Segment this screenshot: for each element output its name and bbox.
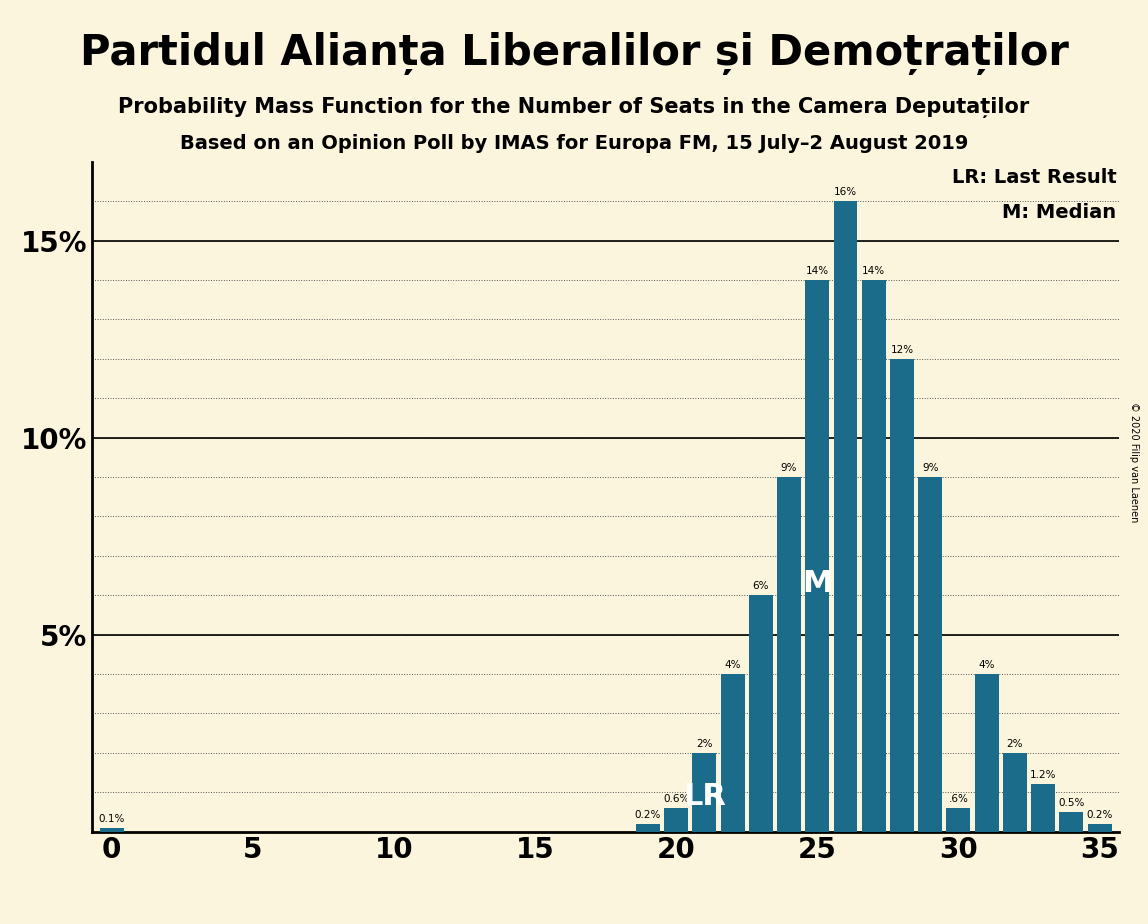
Bar [636, 823, 660, 832]
Bar [833, 201, 858, 832]
Bar [946, 808, 970, 832]
Bar [665, 808, 688, 832]
Bar [1003, 753, 1026, 832]
Text: Partidul Alianța Liberalilor și Demoțraților: Partidul Alianța Liberalilor și Demoțraț… [79, 32, 1069, 76]
Text: 0.2%: 0.2% [1086, 809, 1112, 820]
Bar [721, 674, 745, 832]
Text: M: M [802, 569, 832, 598]
Bar [975, 674, 999, 832]
Text: .6%: .6% [948, 794, 969, 804]
Bar [890, 359, 914, 832]
Text: 14%: 14% [806, 266, 829, 276]
Text: 14%: 14% [862, 266, 885, 276]
Text: 6%: 6% [753, 581, 769, 591]
Bar [862, 280, 886, 832]
Bar [100, 828, 124, 832]
Text: 9%: 9% [922, 463, 938, 473]
Text: 0.5%: 0.5% [1058, 798, 1085, 808]
Text: LR: Last Result: LR: Last Result [952, 167, 1117, 187]
Text: 2%: 2% [696, 739, 713, 748]
Text: 9%: 9% [781, 463, 798, 473]
Text: 4%: 4% [724, 660, 740, 670]
Bar [748, 595, 773, 832]
Text: © 2020 Filip van Laenen: © 2020 Filip van Laenen [1130, 402, 1139, 522]
Bar [1087, 823, 1111, 832]
Bar [805, 280, 829, 832]
Bar [1060, 812, 1084, 832]
Text: 1.2%: 1.2% [1030, 771, 1056, 781]
Text: 0.1%: 0.1% [99, 814, 125, 823]
Text: Based on an Opinion Poll by IMAS for Europa FM, 15 July–2 August 2019: Based on an Opinion Poll by IMAS for Eur… [180, 134, 968, 153]
Bar [692, 753, 716, 832]
Text: 4%: 4% [978, 660, 995, 670]
Bar [918, 477, 943, 832]
Bar [1031, 784, 1055, 832]
Text: 0.6%: 0.6% [662, 794, 689, 804]
Text: M: Median: M: Median [1002, 203, 1117, 222]
Text: 12%: 12% [891, 345, 914, 355]
Text: Probability Mass Function for the Number of Seats in the Camera Deputaților: Probability Mass Function for the Number… [118, 97, 1030, 118]
Text: LR: LR [683, 782, 726, 810]
Text: 0.2%: 0.2% [635, 809, 661, 820]
Text: 16%: 16% [833, 188, 858, 197]
Text: 2%: 2% [1007, 739, 1023, 748]
Bar [777, 477, 801, 832]
